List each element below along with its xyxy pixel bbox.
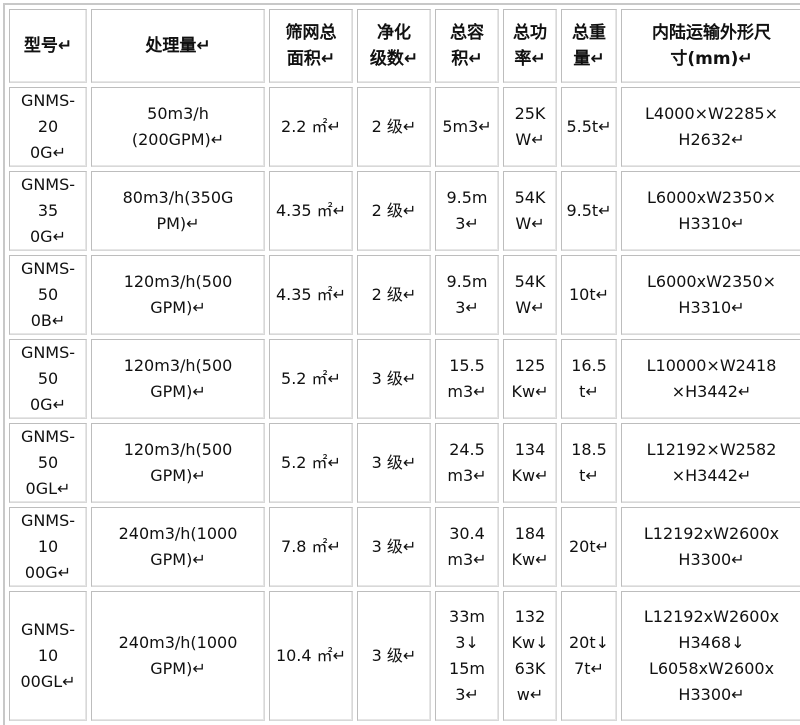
cell-total-weight: 5.5t↵ (561, 87, 617, 167)
header-transport-dimensions: 内陆运输外形尺 寸(mm)↵ (621, 9, 800, 83)
cell-model: GNMS-50 0G↵ (9, 339, 87, 419)
cell-model: GNMS-50 0GL↵ (9, 423, 87, 503)
cell-model: GNMS-10 00GL↵ (9, 591, 87, 721)
header-row: 型号↵ 处理量↵ 筛网总 面积↵ 净化 级数↵ 总容 积↵ 总功 率↵ 总重 量↵ 内陆运输外… (9, 9, 800, 83)
cell-total-volume: 15.5 m3↵ (435, 339, 499, 419)
header-screen-area: 筛网总 面积↵ (269, 9, 353, 83)
table-row: GNMS-10 00G↵ 240m3/h(1000 GPM)↵ 7.8 ㎡↵ 3 级↵… (9, 507, 800, 587)
header-model: 型号↵ (9, 9, 87, 83)
cell-transport-dimensions: L12192xW2600x H3300↵ (621, 507, 800, 587)
cell-purify-stages: 3 级↵ (357, 591, 431, 721)
cell-capacity: 240m3/h(1000 GPM)↵ (91, 507, 265, 587)
cell-transport-dimensions: L12192×W2582 ×H3442↵ (621, 423, 800, 503)
cell-capacity: 120m3/h(500 GPM)↵ (91, 255, 265, 335)
cell-total-power: 54K W↵ (503, 171, 557, 251)
cell-screen-area: 4.35 ㎡↵ (269, 171, 353, 251)
cell-total-volume: 30.4 m3↵ (435, 507, 499, 587)
cell-capacity: 80m3/h(350G PM)↵ (91, 171, 265, 251)
cell-purify-stages: 3 级↵ (357, 423, 431, 503)
cell-total-volume: 5m3↵ (435, 87, 499, 167)
cell-screen-area: 10.4 ㎡↵ (269, 591, 353, 721)
header-purify-stages: 净化 级数↵ (357, 9, 431, 83)
table-row: GNMS-50 0GL↵ 120m3/h(500 GPM)↵ 5.2 ㎡↵ 3 级↵ 2… (9, 423, 800, 503)
cell-total-weight: 10t↵ (561, 255, 617, 335)
header-total-weight: 总重 量↵ (561, 9, 617, 83)
cell-total-power: 125 Kw↵ (503, 339, 557, 419)
cell-total-weight: 20t↓ 7t↵ (561, 591, 617, 721)
cell-purify-stages: 2 级↵ (357, 87, 431, 167)
cell-total-power: 184 Kw↵ (503, 507, 557, 587)
table-row: GNMS-10 00GL↵ 240m3/h(1000 GPM)↵ 10.4 ㎡↵ 3 … (9, 591, 800, 721)
cell-purify-stages: 3 级↵ (357, 339, 431, 419)
spec-table: 型号↵ 处理量↵ 筛网总 面积↵ 净化 级数↵ 总容 积↵ 总功 率↵ 总重 量↵ 内陆运输外… (3, 3, 800, 725)
table-row: GNMS-50 0B↵ 120m3/h(500 GPM)↵ 4.35 ㎡↵ 2 级↵ 9… (9, 255, 800, 335)
cell-capacity: 240m3/h(1000 GPM)↵ (91, 591, 265, 721)
cell-purify-stages: 3 级↵ (357, 507, 431, 587)
cell-transport-dimensions: L4000×W2285× H2632↵ (621, 87, 800, 167)
header-total-volume: 总容 积↵ (435, 9, 499, 83)
cell-purify-stages: 2 级↵ (357, 171, 431, 251)
header-capacity: 处理量↵ (91, 9, 265, 83)
header-total-power: 总功 率↵ (503, 9, 557, 83)
cell-transport-dimensions: L12192xW2600x H3468↓ L6058xW2600x H3300↵ (621, 591, 800, 721)
cell-model: GNMS-10 00G↵ (9, 507, 87, 587)
cell-total-volume: 9.5m 3↵ (435, 171, 499, 251)
cell-model: GNMS-20 0G↵ (9, 87, 87, 167)
cell-purify-stages: 2 级↵ (357, 255, 431, 335)
table-row: GNMS-50 0G↵ 120m3/h(500 GPM)↵ 5.2 ㎡↵ 3 级↵ 15… (9, 339, 800, 419)
cell-capacity: 120m3/h(500 GPM)↵ (91, 423, 265, 503)
cell-model: GNMS-35 0G↵ (9, 171, 87, 251)
cell-total-power: 25K W↵ (503, 87, 557, 167)
cell-screen-area: 5.2 ㎡↵ (269, 423, 353, 503)
cell-transport-dimensions: L6000xW2350× H3310↵ (621, 255, 800, 335)
cell-total-weight: 16.5 t↵ (561, 339, 617, 419)
cell-screen-area: 2.2 ㎡↵ (269, 87, 353, 167)
cell-model: GNMS-50 0B↵ (9, 255, 87, 335)
cell-total-volume: 33m 3↓ 15m 3↵ (435, 591, 499, 721)
cell-total-volume: 9.5m 3↵ (435, 255, 499, 335)
table-row: GNMS-35 0G↵ 80m3/h(350G PM)↵ 4.35 ㎡↵ 2 级↵ 9.… (9, 171, 800, 251)
cell-screen-area: 7.8 ㎡↵ (269, 507, 353, 587)
cell-screen-area: 5.2 ㎡↵ (269, 339, 353, 419)
cell-transport-dimensions: L10000×W2418 ×H3442↵ (621, 339, 800, 419)
cell-total-weight: 9.5t↵ (561, 171, 617, 251)
cell-total-weight: 20t↵ (561, 507, 617, 587)
table-row: GNMS-20 0G↵ 50m3/h (200GPM)↵ 2.2 ㎡↵ 2 级↵ 5m3… (9, 87, 800, 167)
cell-total-power: 54K W↵ (503, 255, 557, 335)
cell-transport-dimensions: L6000xW2350× H3310↵ (621, 171, 800, 251)
cell-total-power: 132 Kw↓ 63K w↵ (503, 591, 557, 721)
cell-capacity: 120m3/h(500 GPM)↵ (91, 339, 265, 419)
cell-total-power: 134 Kw↵ (503, 423, 557, 503)
cell-capacity: 50m3/h (200GPM)↵ (91, 87, 265, 167)
cell-total-volume: 24.5 m3↵ (435, 423, 499, 503)
cell-total-weight: 18.5 t↵ (561, 423, 617, 503)
cell-screen-area: 4.35 ㎡↵ (269, 255, 353, 335)
